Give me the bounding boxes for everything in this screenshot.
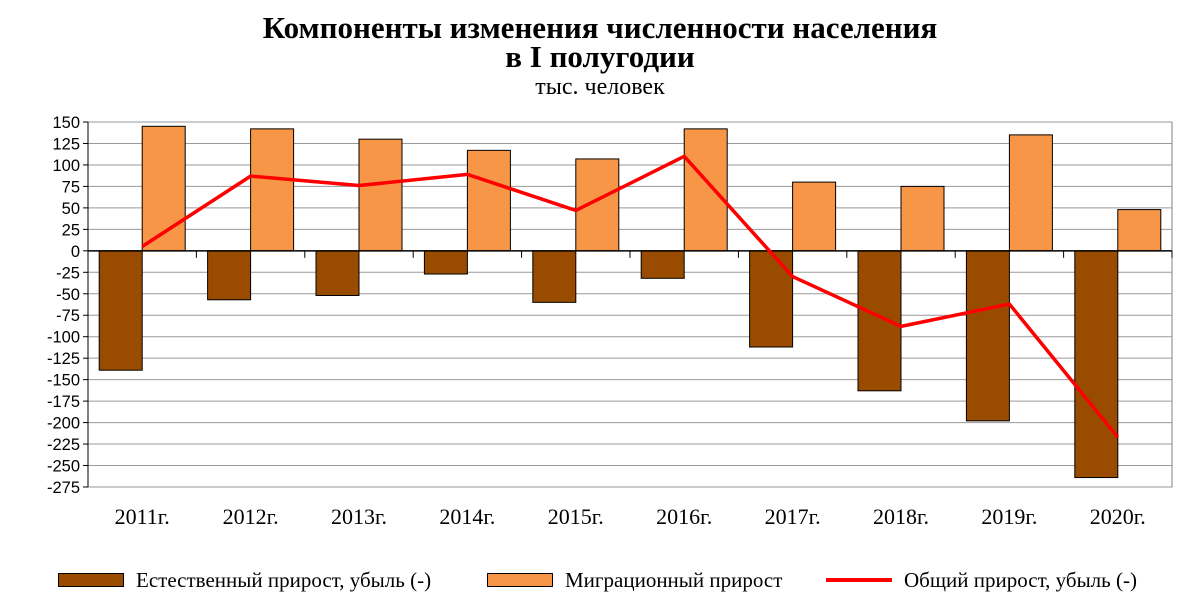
- y-tick-label: -150: [47, 372, 80, 390]
- legend-item-total-growth: Общий прирост, убыль (-): [826, 566, 1137, 594]
- y-tick-label: -175: [47, 393, 80, 411]
- legend-item-natural-growth: Естественный прирост, убыль (-): [58, 566, 431, 594]
- y-tick-label: -100: [47, 329, 80, 347]
- bar-natural-growth: [640, 250, 685, 279]
- bar-natural-growth: [749, 250, 794, 348]
- bar-migration-growth: [1008, 134, 1053, 252]
- bar-natural-growth: [315, 250, 360, 296]
- bar-migration-growth: [141, 125, 186, 252]
- x-category-label: 2019г.: [981, 504, 1037, 529]
- bar-migration-growth: [683, 128, 728, 252]
- y-tick-label: -125: [47, 350, 80, 368]
- bar-migration-growth: [250, 128, 295, 252]
- bar-natural-growth: [532, 250, 577, 303]
- chart-title-line-2: в I полугодии: [505, 39, 695, 74]
- legend-label-total-growth: Общий прирост, убыль (-): [904, 567, 1137, 592]
- chart-title-line-1: Компоненты изменения численности населен…: [262, 10, 938, 45]
- y-tick-label: 100: [52, 157, 80, 175]
- legend-label-migration-growth: Миграционный прирост: [565, 567, 783, 592]
- x-category-label: 2014г.: [439, 504, 495, 529]
- legend-item-migration-growth: Миграционный прирост: [487, 566, 782, 594]
- legend-label-natural-growth: Естественный прирост, убыль (-): [136, 567, 432, 592]
- bar-migration-growth: [358, 138, 403, 252]
- bar-natural-growth: [207, 250, 252, 301]
- y-tick-label: -275: [47, 479, 80, 497]
- chart: 150 125 100 75 50 25 0 -25 -50 -75 -100 -125 -150 -17…: [47, 114, 1173, 529]
- y-tick-label: 50: [62, 200, 80, 218]
- y-tick-label: 25: [62, 221, 80, 239]
- y-tick-label: 150: [52, 114, 80, 132]
- bar-natural-growth: [98, 250, 143, 371]
- legend-line-total-growth: [826, 578, 892, 582]
- bar-natural-growth: [1074, 250, 1119, 479]
- x-category-label: 2018г.: [873, 504, 929, 529]
- bar-migration-growth: [1117, 209, 1162, 252]
- x-category-label: 2013г.: [331, 504, 387, 529]
- bar-natural-growth: [857, 250, 902, 392]
- legend: Естественный прирост, убыль (-) Миграцио…: [0, 566, 1200, 594]
- legend-swatch-migration-growth: [487, 573, 553, 587]
- bar-migration-growth: [900, 185, 945, 252]
- x-category-label: 2011г.: [115, 504, 170, 529]
- y-tick-label: -25: [56, 264, 80, 282]
- y-tick-label: 0: [71, 243, 80, 261]
- y-tick-label: -75: [56, 307, 80, 325]
- y-tick-label: -200: [47, 415, 80, 433]
- x-category-label: 2020г.: [1090, 504, 1146, 529]
- legend-swatch-natural-growth: [58, 573, 124, 587]
- y-tick-label: 75: [62, 178, 80, 196]
- bar-migration-growth: [575, 158, 620, 252]
- y-tick-label: -50: [56, 286, 80, 304]
- x-category-label: 2012г.: [223, 504, 279, 529]
- y-tick-label: -250: [47, 458, 80, 476]
- bar-migration-growth: [792, 181, 837, 252]
- chart-subtitle: тыс. человек: [535, 74, 665, 100]
- bar-natural-growth: [423, 250, 468, 275]
- bar-migration-growth: [466, 149, 511, 252]
- x-category-label: 2017г.: [765, 504, 821, 529]
- x-category-label: 2015г.: [548, 504, 604, 529]
- x-category-label: 2016г.: [656, 504, 712, 529]
- y-tick-label: 125: [52, 135, 80, 153]
- bar-natural-growth: [965, 250, 1010, 422]
- y-tick-label: -225: [47, 436, 80, 454]
- line-total-growth: [141, 154, 1120, 439]
